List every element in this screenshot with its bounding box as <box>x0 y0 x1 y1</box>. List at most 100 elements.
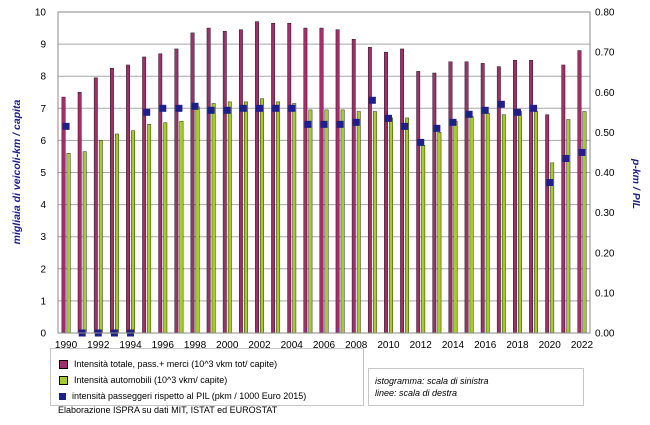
x-tick-label: 2012 <box>410 340 433 351</box>
bar-total <box>513 59 517 334</box>
gdp-intensity-marker <box>352 118 360 126</box>
bar-cars <box>421 145 426 334</box>
right-tick-label: 0.40 <box>595 168 615 179</box>
left-tick-label: 7 <box>40 104 46 115</box>
bar-cars <box>372 111 377 334</box>
bar-cars <box>227 101 232 334</box>
bar-cars <box>243 101 248 334</box>
plot-area-frame <box>57 11 591 334</box>
gdp-intensity-marker <box>143 108 151 116</box>
x-tick-label: 2022 <box>571 340 594 351</box>
bar-cars <box>163 122 168 334</box>
bar-total <box>367 47 372 334</box>
bar-cars <box>582 111 587 334</box>
bar-total <box>206 27 211 334</box>
left-tick-label: 5 <box>40 168 46 179</box>
bar-total <box>319 27 324 334</box>
gdp-intensity-marker <box>159 104 167 112</box>
gdp-intensity-marker <box>417 138 425 146</box>
bar-total <box>464 61 469 334</box>
bar-cars <box>566 119 571 334</box>
scale-note: istogramma: scala di sinistra linee: sca… <box>368 368 584 406</box>
x-tick-label: 2006 <box>313 340 336 351</box>
bar-cars <box>66 153 71 334</box>
right-tick-label: 0.80 <box>595 8 615 19</box>
x-tick-label: 2018 <box>506 340 529 351</box>
bar-total <box>142 56 147 334</box>
bar-cars <box>518 111 522 334</box>
gdp-intensity-marker <box>239 104 247 112</box>
left-tick-label: 2 <box>40 264 46 275</box>
legend-item-cars: Intensità automobili (10^3 vkm/ capite) <box>59 373 227 387</box>
bar-total <box>77 92 82 334</box>
bar-total <box>384 51 388 334</box>
left-tick-label: 8 <box>40 72 46 83</box>
bar-cars <box>276 101 281 334</box>
source-note: Elaborazione ISPRA su dati MIT, ISTAT ed… <box>58 405 278 415</box>
bar-cars <box>356 111 361 334</box>
bar-total <box>126 64 130 334</box>
legend-item-total: Intensità totale, pass.+ merci (10^3 vkm… <box>59 357 277 371</box>
x-tick-label: 2000 <box>216 340 239 351</box>
gdp-intensity-marker <box>465 110 473 118</box>
right-tick-label: 0.00 <box>595 329 615 340</box>
right-axis-ticks: 0.00 0.10 0.20 0.30 0.40 0.50 0.60 0.70 0.80 <box>595 8 615 340</box>
bar-cars <box>131 130 135 334</box>
legend-label-total: Intensità totale, pass.+ merci (10^3 vkm… <box>74 359 278 369</box>
right-tick-label: 0.70 <box>595 48 615 59</box>
legend-swatch-gdp <box>59 392 66 400</box>
gdp-intensity-marker <box>497 100 505 108</box>
bar-cars <box>340 109 345 334</box>
scale-note-line1: istogramma: scala di sinistra <box>375 376 489 386</box>
gdp-intensity-marker <box>513 108 521 116</box>
gdp-intensity-marker <box>401 122 409 130</box>
x-tick-label: 2020 <box>539 340 562 351</box>
x-tick-label: 1994 <box>119 340 142 351</box>
bar-cars <box>82 151 87 334</box>
bar-total <box>351 39 356 334</box>
bar-cars <box>292 103 297 334</box>
x-tick-label: 2008 <box>345 340 368 351</box>
left-tick-label: 10 <box>35 8 47 19</box>
gdp-intensity-marker <box>62 122 70 130</box>
bar-total <box>158 53 163 334</box>
bar-cars <box>437 132 442 334</box>
right-tick-label: 0.30 <box>595 208 615 219</box>
bar-cars <box>485 112 490 334</box>
bar-total <box>480 63 485 334</box>
gdp-intensity-marker <box>336 120 344 128</box>
bar-total <box>432 72 437 334</box>
bar-total <box>61 96 66 334</box>
right-tick-label: 0.60 <box>595 88 615 99</box>
bar-total <box>577 50 582 334</box>
bar-total <box>174 48 179 334</box>
x-tick-label: 1992 <box>87 340 110 351</box>
gdp-intensity-marker <box>530 104 538 112</box>
bars-layer <box>61 21 587 334</box>
bar-cars <box>405 117 410 334</box>
right-tick-label: 0.10 <box>595 288 615 299</box>
bar-total <box>303 27 308 334</box>
bar-total <box>335 29 340 334</box>
bar-cars <box>115 133 119 334</box>
bar-cars <box>534 111 538 334</box>
gdp-intensity-marker <box>433 124 441 132</box>
bar-total <box>287 23 292 334</box>
gdp-intensity-marker <box>449 118 457 126</box>
x-tick-label: 1998 <box>184 340 207 351</box>
x-tick-label: 1990 <box>55 340 78 351</box>
bar-cars <box>195 106 200 334</box>
bar-total <box>255 21 259 334</box>
bar-total <box>222 31 227 334</box>
gdp-intensity-marker <box>256 104 264 112</box>
gdp-intensity-marker <box>320 120 328 128</box>
left-tick-label: 9 <box>40 40 46 51</box>
bar-total <box>238 29 243 334</box>
gdp-intensity-marker <box>223 106 231 114</box>
gdp-intensity-marker <box>546 179 554 187</box>
left-tick-label: 0 <box>40 329 46 340</box>
bar-total <box>190 32 195 334</box>
gdp-intensity-marker <box>368 96 376 104</box>
gdp-intensity-marker <box>304 120 312 128</box>
x-tick-label: 2014 <box>442 340 465 351</box>
